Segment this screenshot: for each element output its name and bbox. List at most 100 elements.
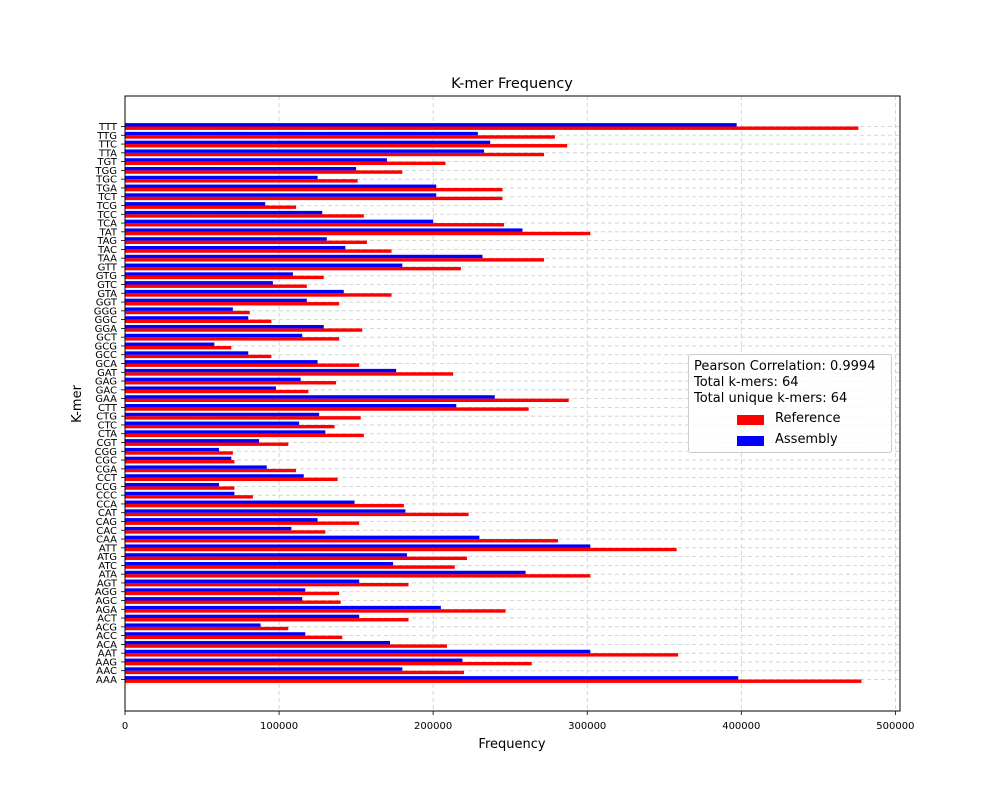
y-tick-label-tag: TAG [96, 236, 117, 247]
bar-assembly-tta [125, 149, 484, 153]
bar-assembly-gcg [125, 342, 215, 346]
bar-assembly-gtc [125, 281, 273, 285]
bar-assembly-caa [125, 535, 480, 540]
bar-assembly-aaa [125, 676, 739, 680]
y-tick-label-gtt: GTT [98, 262, 118, 273]
bar-reference-ctg [125, 416, 361, 420]
y-tick-label-tcg: TCG [96, 201, 117, 212]
bar-reference-gtt [125, 266, 461, 271]
y-tick-label-acc: ACC [96, 631, 117, 642]
bar-reference-cgt [125, 442, 289, 446]
bar-assembly-cgg [125, 447, 219, 452]
plot-area-frame [124, 95, 901, 712]
legend-total-kmers: Total k-mers: 64 [694, 375, 799, 390]
bar-assembly-cag [125, 518, 318, 522]
bar-assembly-cta [125, 430, 326, 434]
bar-reference-aca [125, 644, 448, 648]
bar-assembly-acc [125, 632, 306, 636]
y-tick-label-gcg: GCG [95, 341, 117, 352]
bar-assembly-cct [125, 474, 304, 478]
bar-reference-gtg [125, 275, 324, 280]
bar-assembly-cgt [125, 439, 260, 443]
bar-assembly-ctt [125, 403, 457, 408]
bar-reference-cgg [125, 451, 233, 455]
y-tick-label-tat: TAT [98, 227, 117, 238]
bar-reference-agt [125, 582, 409, 587]
legend: Pearson Correlation: 0.9994 Total k-mers… [688, 354, 892, 453]
y-tick-label-cac: CAC [96, 526, 117, 537]
bar-reference-att [125, 547, 677, 552]
bar-assembly-att [125, 544, 591, 548]
bar-reference-aac [125, 670, 464, 675]
legend-entry-assembly: Assembly [737, 432, 887, 449]
y-tick-label-tgc: TGC [95, 175, 117, 186]
bar-assembly-ctc [125, 421, 300, 425]
y-tick-label-aac: AAC [96, 666, 117, 677]
y-tick-label-gaa: GAA [95, 394, 117, 405]
bar-assembly-gat [125, 368, 397, 373]
bar-reference-gca [125, 363, 360, 367]
y-tick-label-aca: ACA [97, 640, 118, 651]
y-tick-label-ggt: GGT [96, 298, 118, 309]
bar-reference-ggg [125, 310, 250, 315]
bar-assembly-tat [125, 228, 523, 232]
y-tick-label-tac: TAC [97, 245, 117, 256]
bar-assembly-gct [125, 333, 303, 338]
bar-assembly-aac [125, 667, 403, 671]
bar-assembly-aag [125, 658, 463, 662]
bar-assembly-tac [125, 245, 346, 250]
y-tick-label-agg: AGG [95, 587, 117, 598]
y-axis-ticks: AAAAACAAGAATACAACCACGACTAGAAGCAGGAGTATAA… [94, 122, 125, 686]
y-tick-label-tca: TCA [97, 219, 118, 230]
y-tick-label-gga: GGA [95, 324, 117, 335]
y-tick-label-atg: ATG [97, 552, 117, 563]
bar-reference-gcg [125, 345, 232, 350]
bar-assembly-cgc [125, 456, 232, 461]
y-tick-label-gca: GCA [95, 359, 117, 370]
y-tick-label-tta: TTA [98, 148, 117, 159]
bar-reference-cca [125, 503, 404, 508]
y-tick-label-ttc: TTC [98, 140, 117, 151]
y-tick-label-atc: ATC [98, 561, 117, 572]
y-tick-label-cct: CCT [97, 473, 118, 484]
y-tick-label-ggc: GGC [95, 315, 117, 326]
bar-assembly-ttc [125, 140, 491, 145]
bar-assembly-gta [125, 289, 344, 294]
bar-reference-tag [125, 240, 367, 245]
bar-assembly-cac [125, 526, 292, 531]
y-tick-label-ccg: CCG [95, 482, 117, 493]
y-axis-label: K-mer [70, 384, 85, 423]
y-tick-label-ctt: CTT [98, 403, 118, 414]
bar-assembly-ggt [125, 298, 307, 303]
legend-swatch-assembly [737, 436, 764, 446]
x-axis-label: Frequency [478, 737, 545, 752]
bar-assembly-ggc [125, 316, 249, 320]
y-tick-label-cag: CAG [96, 517, 117, 528]
y-tick-label-gtg: GTG [96, 271, 117, 282]
bar-assembly-tcc [125, 210, 323, 215]
bar-reference-gaa [125, 398, 569, 403]
y-tick-label-gag: GAG [95, 377, 117, 388]
y-tick-label-acg: ACG [96, 622, 117, 633]
bar-reference-ggt [125, 302, 340, 306]
bar-reference-tca [125, 223, 505, 227]
y-tick-label-gtc: GTC [97, 280, 117, 291]
bar-assembly-agc [125, 597, 303, 601]
bar-reference-ctc [125, 424, 335, 429]
x-tick-label: 200000 [414, 721, 452, 732]
y-tick-label-gcc: GCC [95, 350, 117, 361]
bar-assembly-ccc [125, 491, 235, 496]
bar-reference-ctt [125, 407, 529, 411]
bar-assembly-tga [125, 184, 437, 188]
bar-assembly-tca [125, 219, 434, 224]
bar-reference-ttc [125, 144, 568, 148]
bar-reference-caa [125, 539, 558, 543]
y-tick-label-ctg: CTG [96, 412, 117, 423]
y-tick-label-ata: ATA [99, 570, 117, 581]
bar-reference-tgt [125, 161, 446, 166]
bar-assembly-ata [125, 570, 526, 575]
y-tick-label-gat: GAT [97, 368, 118, 379]
bar-assembly-agg [125, 588, 306, 592]
bar-reference-atg [125, 556, 468, 561]
bar-reference-tgc [125, 179, 358, 183]
